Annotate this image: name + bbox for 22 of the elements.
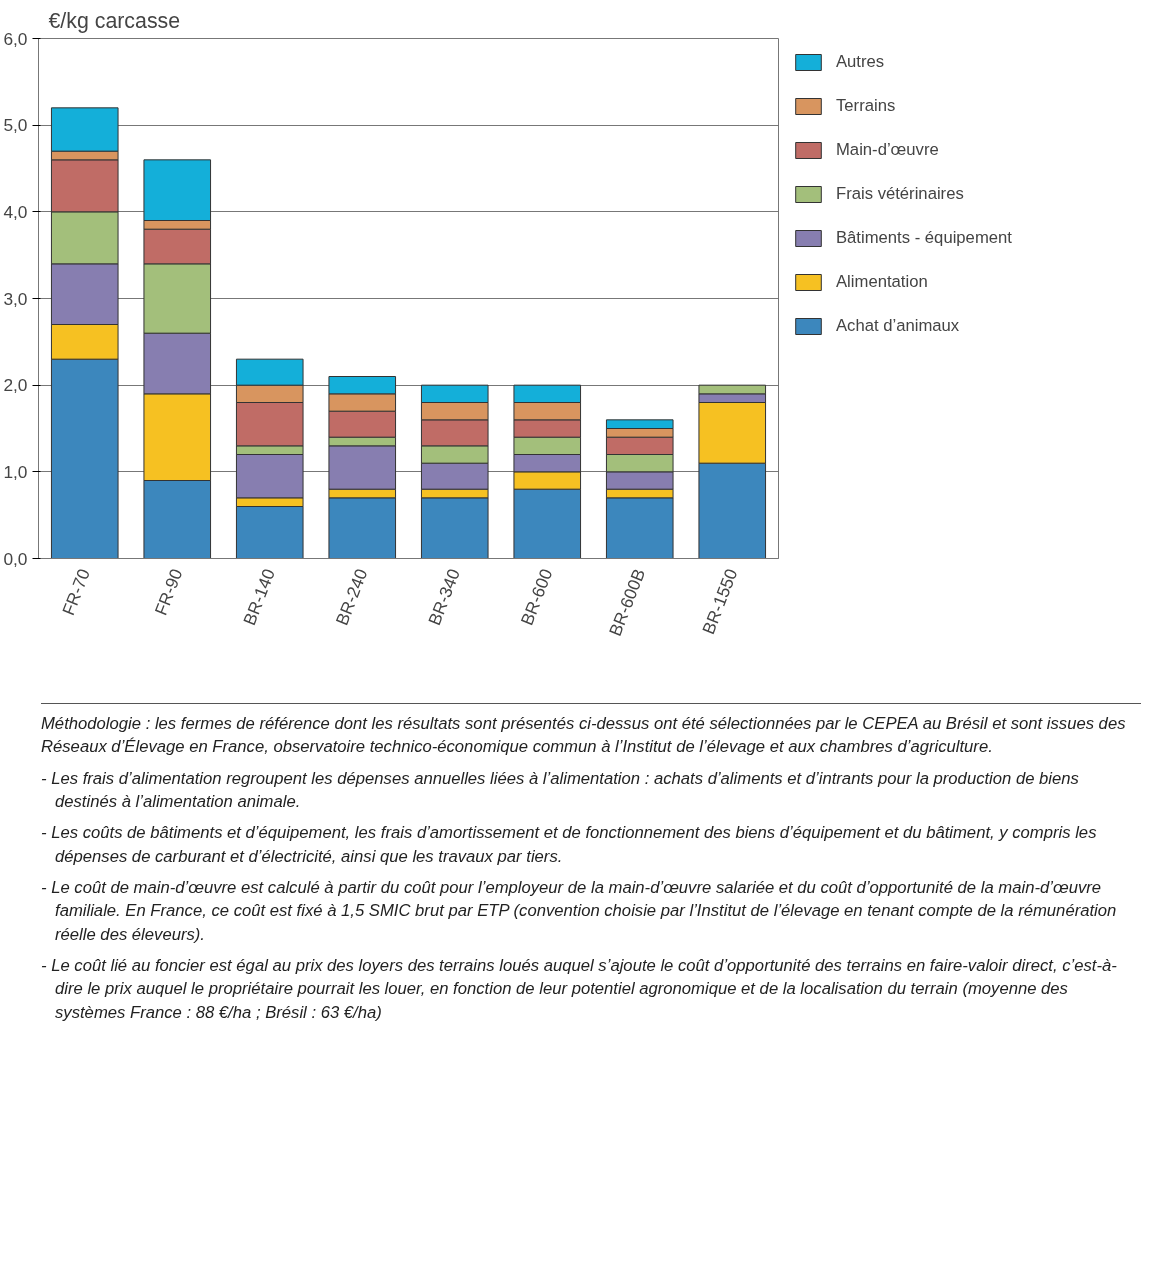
y-tick-label: 5,0 bbox=[3, 115, 28, 136]
text: - Le coût de main-d’œuvre est calculé à partir du coût pour l’employeur de la main-d’œuvre salariée et du coût d’opportunité de la main-d’œuvre familiale. En France, ce coût est fixé à 1,5 SMIC brut par ETP (convention choisie par l’Institut de l’élevage en tenant compte de la rémunération réelle des éleveurs). bbox=[41, 876, 1118, 946]
legend-label: Alimentation bbox=[836, 272, 928, 292]
y-tick-label: 3,0 bbox=[3, 288, 28, 309]
x-tick-label: FR-90 bbox=[150, 565, 187, 618]
text: - Le coût lié au foncier est égal au prix des loyers des terrains loués auquel s’ajoute le coût d’opportunité des terrains en faire-valoir direct, c’est-à-dire le prix auquel le propriétaire pourrait les louer, en fonction de leur potentiel agronomique et de la localisation du terrain (moyenne des systèmes France : 88 €/ha ; Brésil : 63 €/ha) bbox=[41, 954, 1118, 1024]
x-tick-label: FR-70 bbox=[57, 565, 95, 618]
legend-label: Achat d’animaux bbox=[836, 316, 960, 336]
legend-label: Terrains bbox=[836, 96, 896, 116]
y-tick-label: 0,0 bbox=[3, 548, 28, 569]
y-axis-title: €/kg carcasse bbox=[48, 8, 181, 33]
text: - Les coûts de bâtiments et d’équipement, les frais d’amortissement et de fonctionnement des biens d’équipement et du bâtiment, y compris les dépenses de carburant et d’électricité, ainsi que les travaux par tiers. bbox=[41, 822, 1098, 868]
text: Méthodologie : les fermes de référence dont les résultats sont présentés ci-dessus ont été sélectionnées par le CEPEA au Brésil et sont issues des Réseaux d’Élevage en France, observatoire technico-économique commun à l’Institut de l’élevage et aux chambres d’agriculture. bbox=[41, 713, 1127, 759]
legend-label: Autres bbox=[836, 52, 885, 72]
y-tick-label: 6,0 bbox=[3, 28, 28, 49]
text: - Les frais d’alimentation regroupent les dépenses annuelles liées à l’alimentation : achats d’aliments et d’intrants pour la production de biens destinés à l’alimentation animale. bbox=[41, 767, 1080, 813]
y-tick-label: 4,0 bbox=[3, 201, 28, 222]
y-tick-label: 1,0 bbox=[3, 461, 28, 482]
y-tick-label: 2,0 bbox=[3, 375, 28, 396]
legend-label: Main-d’œuvre bbox=[836, 140, 939, 160]
legend-label: Frais vétérinaires bbox=[836, 184, 964, 204]
legend-label: Bâtiments - équipement bbox=[836, 228, 1012, 248]
